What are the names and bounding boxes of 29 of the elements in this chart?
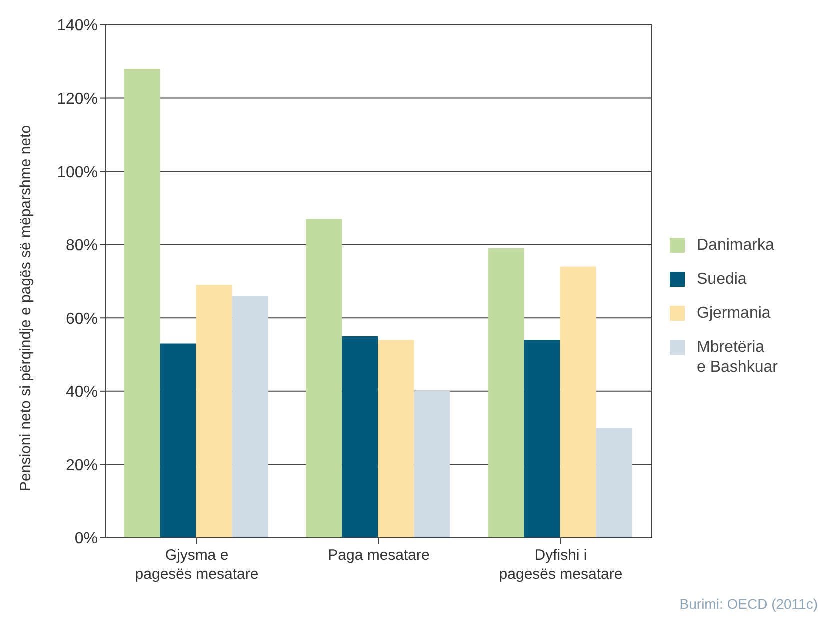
bar — [596, 428, 632, 538]
bar — [124, 68, 160, 538]
y-tick-label: 100% — [57, 164, 98, 182]
y-tick-label: 20% — [66, 457, 98, 474]
x-tick-label: Gjysma e pagesës mesatare — [135, 547, 259, 583]
y-tick-label: 60% — [66, 310, 98, 328]
y-tick-label: 80% — [66, 238, 98, 255]
y-axis-title: Pensioni neto si përqindje e pagës së mëparshme neto — [17, 125, 34, 492]
legend-label: Suedia — [697, 270, 747, 290]
bar — [560, 266, 596, 538]
legend-label: Gjermania — [697, 304, 771, 324]
bar — [306, 219, 342, 538]
legend-label: Danimarka — [697, 236, 774, 256]
bar — [196, 285, 232, 538]
bar — [160, 344, 196, 538]
text: Burimi: OECD (2011c) — [680, 596, 818, 612]
bar — [488, 248, 524, 538]
bar — [378, 340, 414, 538]
bar — [232, 296, 268, 538]
y-tick-label: 40% — [66, 384, 98, 402]
bar — [414, 391, 450, 538]
x-tick-label: Paga mesatare — [328, 547, 430, 564]
y-tick-label: 0% — [74, 530, 98, 548]
x-tick-label: Dyfishi i pagesës mesatare — [499, 547, 623, 583]
bar — [342, 336, 378, 538]
y-tick-label: 120% — [57, 90, 98, 108]
bar — [524, 340, 560, 538]
y-tick-label: 140% — [57, 18, 98, 35]
legend-label: Mbretëria e Bashkuar — [697, 338, 778, 378]
